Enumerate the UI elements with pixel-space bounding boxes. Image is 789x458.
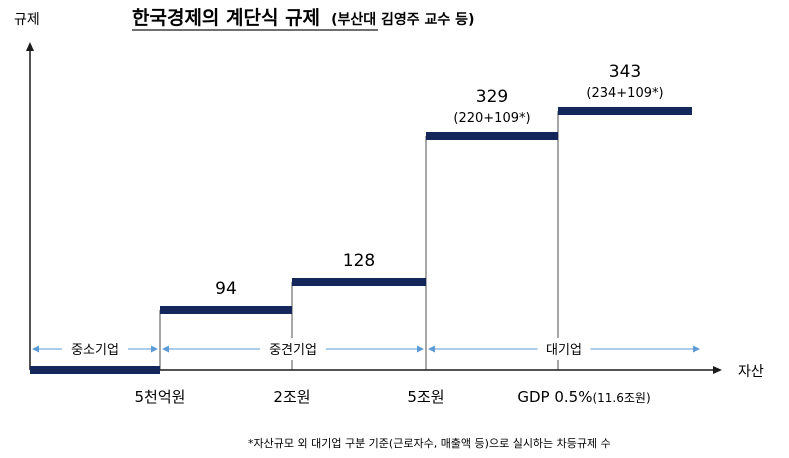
x-tick-main: 5조원 — [407, 388, 444, 406]
size-bands: 중소기업 중견기업 대기업 — [32, 338, 700, 360]
band-arrowhead — [428, 345, 435, 353]
value-label: 94 — [215, 279, 237, 299]
band-label-bg — [260, 338, 326, 360]
x-tick-label: 2조원 — [273, 388, 310, 406]
band-arrowhead — [162, 345, 169, 353]
band-label-bg — [537, 338, 591, 360]
x-tick-label: 5조원 — [407, 388, 444, 406]
y-axis-label: 규제 — [14, 12, 40, 28]
x-tick-main: 5천억원 — [135, 388, 186, 406]
value-label: 343 — [609, 62, 641, 82]
step-bar — [292, 278, 426, 286]
step-bar — [558, 107, 692, 115]
step-bars — [30, 107, 692, 374]
step-bar — [30, 366, 160, 374]
x-tick-main: GDP 0.5% — [517, 388, 592, 406]
step-bar — [160, 306, 292, 314]
chart-title-main: 한국경제의 계단식 규제 — [132, 7, 320, 29]
value-detail-label: (234+109*) — [586, 86, 663, 101]
value-label: 329 — [476, 87, 508, 107]
guide-lines — [159, 111, 559, 370]
band-label: 대기업 — [546, 343, 582, 358]
chart-title-sub: (부산대 김영주 교수 등) — [331, 11, 474, 28]
step-bar — [426, 132, 558, 140]
band-arrowhead — [417, 345, 424, 353]
x-tick-label: 5천억원 — [135, 388, 186, 406]
value-label: 128 — [343, 251, 375, 271]
value-detail-label: (220+109*) — [453, 111, 530, 126]
x-axis-arrow — [713, 366, 722, 374]
x-tick-labels: 5천억원 2조원 5조원 GDP 0.5%(11.6조원) — [135, 388, 651, 406]
band-label: 중소기업 — [71, 343, 119, 358]
band-label-bg — [62, 338, 128, 360]
x-tick-label: GDP 0.5%(11.6조원) — [517, 388, 650, 406]
y-axis-arrow — [26, 42, 34, 51]
chart-title: 한국경제의 계단식 규제 (부산대 김영주 교수 등) — [132, 7, 474, 29]
band-arrowhead — [32, 345, 39, 353]
band-arrowhead — [693, 345, 700, 353]
band-arrowhead — [151, 345, 158, 353]
x-tick-main: 2조원 — [273, 388, 310, 406]
x-tick-note: (11.6조원) — [592, 391, 650, 405]
band-label: 중견기업 — [269, 343, 317, 358]
value-labels: 94 128 329 (220+109*) 343 (234+109*) — [215, 62, 663, 299]
x-axis-label: 자산 — [738, 364, 764, 380]
footnote: *자산규모 외 대기업 구분 기준(근로자수, 매출액 등)으로 실시하는 차등… — [248, 436, 611, 450]
